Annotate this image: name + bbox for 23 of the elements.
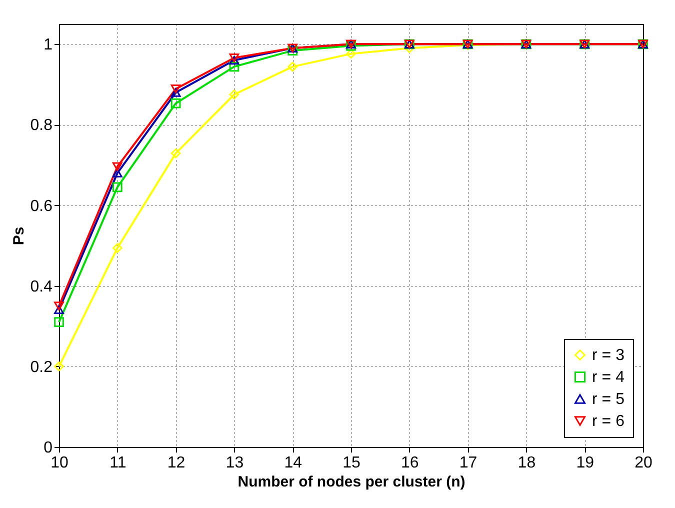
x-tick-label: 20	[634, 454, 652, 472]
legend-label: r = 4	[592, 369, 625, 386]
y-axis-title: Ps	[10, 226, 28, 246]
y-tick-label: 0.2	[30, 358, 53, 376]
y-tick-label: 0.4	[30, 278, 53, 296]
x-tick-label: 14	[284, 454, 302, 472]
x-tick-label: 19	[576, 454, 594, 472]
y-tick-label: 0.6	[30, 198, 53, 215]
x-tick-label: 17	[459, 454, 478, 472]
y-tick-label: 0.8	[30, 117, 53, 134]
x-tick-label: 15	[342, 454, 360, 472]
legend-label: r = 5	[592, 391, 625, 408]
x-tick-label: 16	[401, 454, 419, 472]
x-tick-label: 13	[226, 454, 244, 472]
legend-label: r = 3	[592, 347, 625, 364]
x-axis-title: Number of nodes per cluster (n)	[238, 474, 466, 490]
y-tick-label: 0	[44, 440, 53, 456]
x-tick-label: 10	[50, 454, 68, 472]
x-tick-label: 12	[167, 454, 186, 472]
x-tick-label: 11	[110, 454, 126, 472]
y-tick-label: 1	[44, 36, 53, 54]
x-tick-label: 18	[518, 454, 536, 472]
legend-label: r = 6	[592, 413, 625, 430]
